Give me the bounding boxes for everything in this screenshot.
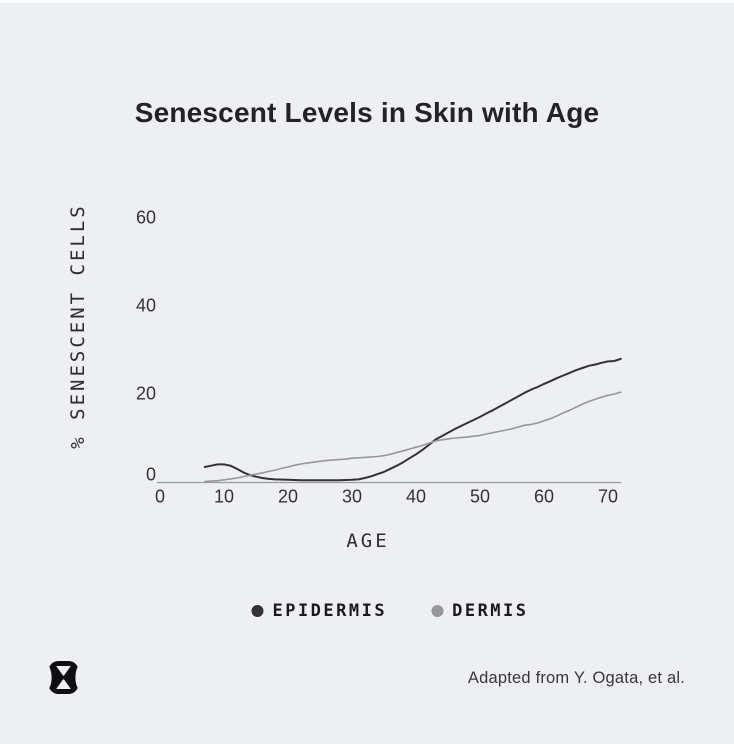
top-edge-strip — [0, 0, 734, 3]
x-axis-label: AGE — [346, 530, 390, 552]
x-tick-label-50: 50 — [469, 486, 491, 507]
x-tick-label-60: 60 — [533, 486, 555, 507]
y-tick-label-20: 20 — [135, 383, 156, 404]
y-tick-label-60: 60 — [135, 207, 156, 228]
x-tick-label-30: 30 — [341, 486, 363, 507]
x-tick-label-70: 70 — [597, 486, 619, 507]
dermis-line — [204, 391, 622, 483]
y-tick-label-0: 0 — [145, 464, 156, 485]
epidermis-dot-icon — [251, 605, 264, 617]
hourglass-logo-icon — [47, 661, 80, 694]
legend-item-epidermis: EPIDERMIS — [251, 601, 387, 621]
dermis-dot-icon — [431, 605, 444, 617]
legend-label-epidermis: EPIDERMIS — [272, 601, 388, 621]
x-tick-label-10: 10 — [213, 486, 235, 507]
legend-item-dermis: DERMIS — [431, 601, 528, 621]
legend: EPIDERMIS DERMIS — [251, 601, 528, 621]
x-tick-label-40: 40 — [405, 486, 427, 507]
x-tick-label-0: 0 — [154, 486, 166, 507]
chart-title: Senescent Levels in Skin with Age — [134, 96, 600, 128]
y-tick-label-40: 40 — [135, 295, 156, 316]
y-axis-label: % SENESCENT CELLS — [67, 203, 89, 449]
attribution-text: Adapted from Y. Ogata, et al. — [467, 669, 685, 687]
epidermis-line — [203, 357, 622, 482]
legend-label-dermis: DERMIS — [452, 601, 529, 621]
x-tick-label-20: 20 — [277, 486, 299, 507]
